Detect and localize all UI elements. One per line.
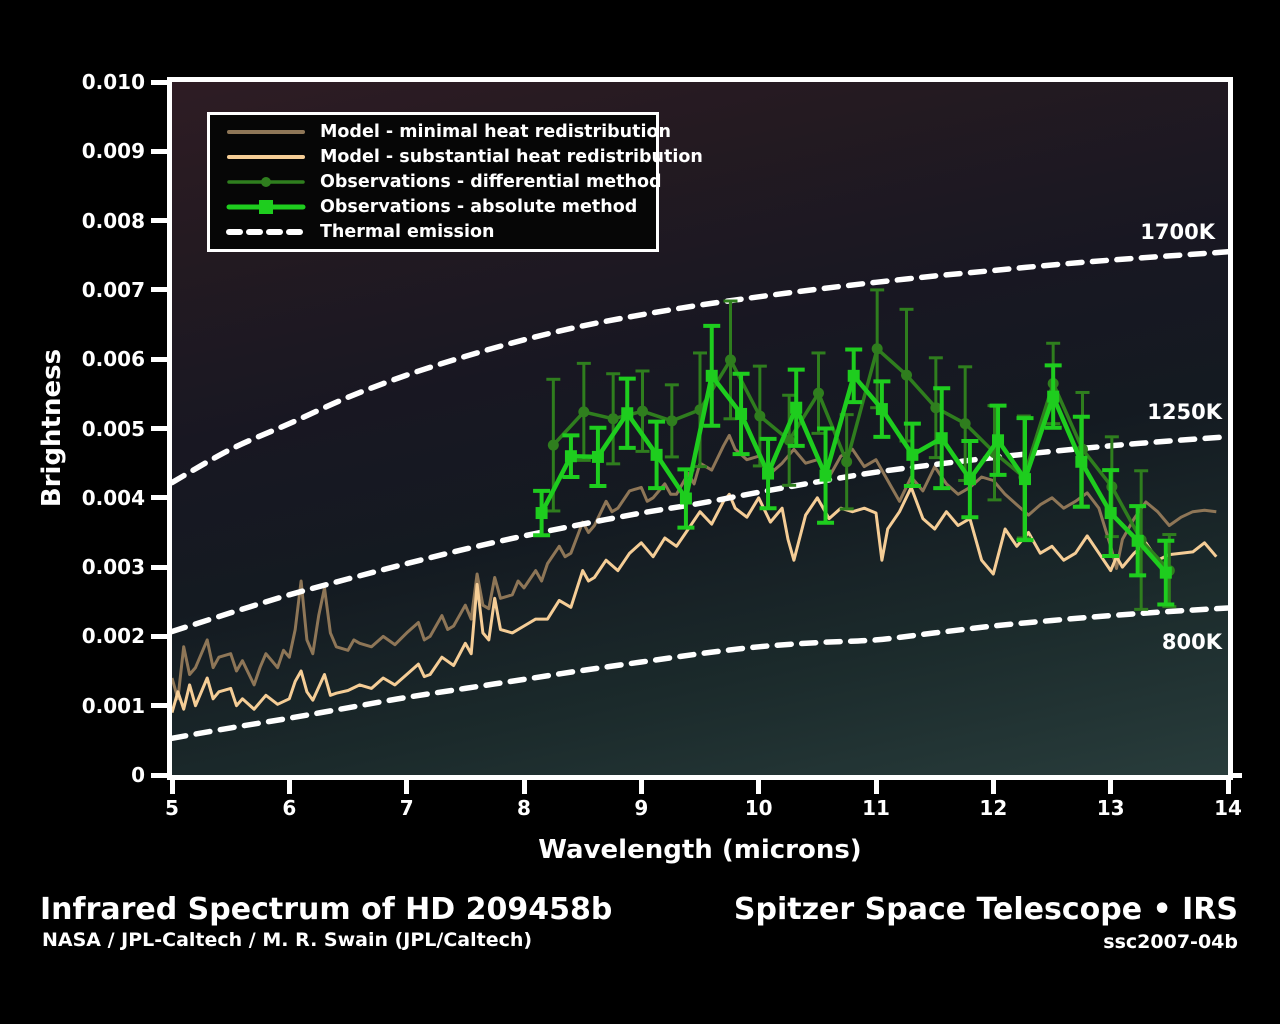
- y-tick: [151, 495, 167, 501]
- legend-item-2: Observations - differential method: [226, 170, 662, 194]
- thermal-label-800k: 800K: [1161, 630, 1222, 654]
- thermal-label-1250k: 1250K: [1147, 400, 1222, 424]
- legend: Model - minimal heat redistribution Model…: [207, 112, 703, 252]
- x-tick-label: 8: [517, 796, 531, 820]
- figure-title: Infrared Spectrum of HD 209458b: [40, 892, 613, 927]
- x-axis-title: Wavelength (microns): [538, 835, 862, 865]
- y-tick-label: 0.007: [81, 277, 145, 302]
- x-tick: [873, 780, 879, 794]
- y-tick-label: 0.008: [81, 208, 145, 233]
- chart-svg: [172, 249, 1228, 742]
- series-thermal_1700K: [172, 249, 1228, 486]
- x-tick: [521, 780, 527, 794]
- y-tick: [151, 356, 167, 362]
- series-model_minimal: [172, 433, 1217, 701]
- x-tick: [638, 780, 644, 794]
- legend-item-3: Observations - absolute method: [226, 195, 650, 219]
- y-tick: [151, 287, 167, 293]
- y-tick-label: 0: [131, 763, 145, 787]
- line-square-swatch-icon: [226, 197, 306, 217]
- legend-label: Thermal emission: [320, 222, 495, 242]
- legend-label: Model - minimal heat redistribution: [320, 122, 671, 142]
- x-tick: [404, 780, 410, 794]
- x-tick-label: 11: [862, 796, 890, 820]
- y-tick-label: 0.006: [81, 347, 145, 372]
- y-tick: [151, 148, 167, 154]
- y-tick: [151, 772, 167, 778]
- x-tick-label: 12: [979, 796, 1008, 820]
- line-minimal-swatch-icon: [226, 122, 306, 142]
- x-tick-label: 9: [634, 796, 649, 820]
- legend-label: Observations - absolute method: [320, 197, 638, 217]
- y-tick: [151, 426, 167, 431]
- telescope-title: Spitzer Space Telescope • IRS: [733, 892, 1238, 927]
- x-tick-label: 7: [399, 796, 414, 820]
- thermal-label-1700k: 1700K: [1140, 220, 1215, 244]
- legend-label: Model - substantial heat redistribution: [320, 147, 703, 167]
- y-tick: [151, 564, 167, 570]
- y-tick-label: 0.002: [81, 624, 145, 649]
- x-tick: [169, 780, 175, 794]
- series-thermal_1250K: [172, 434, 1228, 635]
- y-tick-label: 0.005: [81, 416, 145, 441]
- y-tick: [151, 703, 167, 709]
- figure-credit: NASA / JPL-Caltech / M. R. Swain (JPL/Ca…: [42, 929, 533, 951]
- y-tick: [151, 79, 167, 85]
- release-id: ssc2007-04b: [1103, 931, 1238, 953]
- y-tick-label: 0.009: [81, 139, 145, 164]
- x-tick-label: 13: [1096, 796, 1125, 820]
- x-tick-label: 10: [744, 796, 773, 820]
- y-tick: [151, 633, 167, 639]
- y-tick-label: 0.010: [81, 70, 145, 94]
- dashed-swatch-icon: [226, 222, 306, 242]
- x-tick: [1108, 780, 1114, 794]
- y-tick-label: 0.003: [81, 555, 145, 580]
- series-obs_absolute: [533, 323, 1175, 607]
- legend-item-1: Model - substantial heat redistribution: [226, 145, 703, 169]
- line-substantial-swatch-icon: [226, 147, 306, 167]
- legend-label: Observations - differential method: [320, 172, 662, 192]
- x-tick: [286, 780, 292, 794]
- legend-item-4: Thermal emission: [226, 220, 650, 244]
- x-tick: [756, 780, 762, 794]
- axis-extension: [1228, 773, 1242, 778]
- x-tick: [990, 780, 996, 794]
- x-tick-label: 5: [165, 796, 179, 820]
- plot-area: [167, 77, 1233, 780]
- series-thermal_800K: [172, 605, 1228, 742]
- legend-item-0: Model - minimal heat redistribution: [226, 120, 671, 144]
- x-tick-label: 14: [1214, 796, 1242, 820]
- x-tick: [1225, 780, 1231, 794]
- series-model_substantial: [172, 485, 1218, 714]
- x-tick-label: 6: [282, 796, 297, 820]
- y-tick-label: 0.001: [81, 693, 145, 718]
- y-tick-label: 0.004: [81, 485, 145, 510]
- y-tick: [151, 218, 167, 224]
- line-circle-swatch-icon: [226, 172, 306, 192]
